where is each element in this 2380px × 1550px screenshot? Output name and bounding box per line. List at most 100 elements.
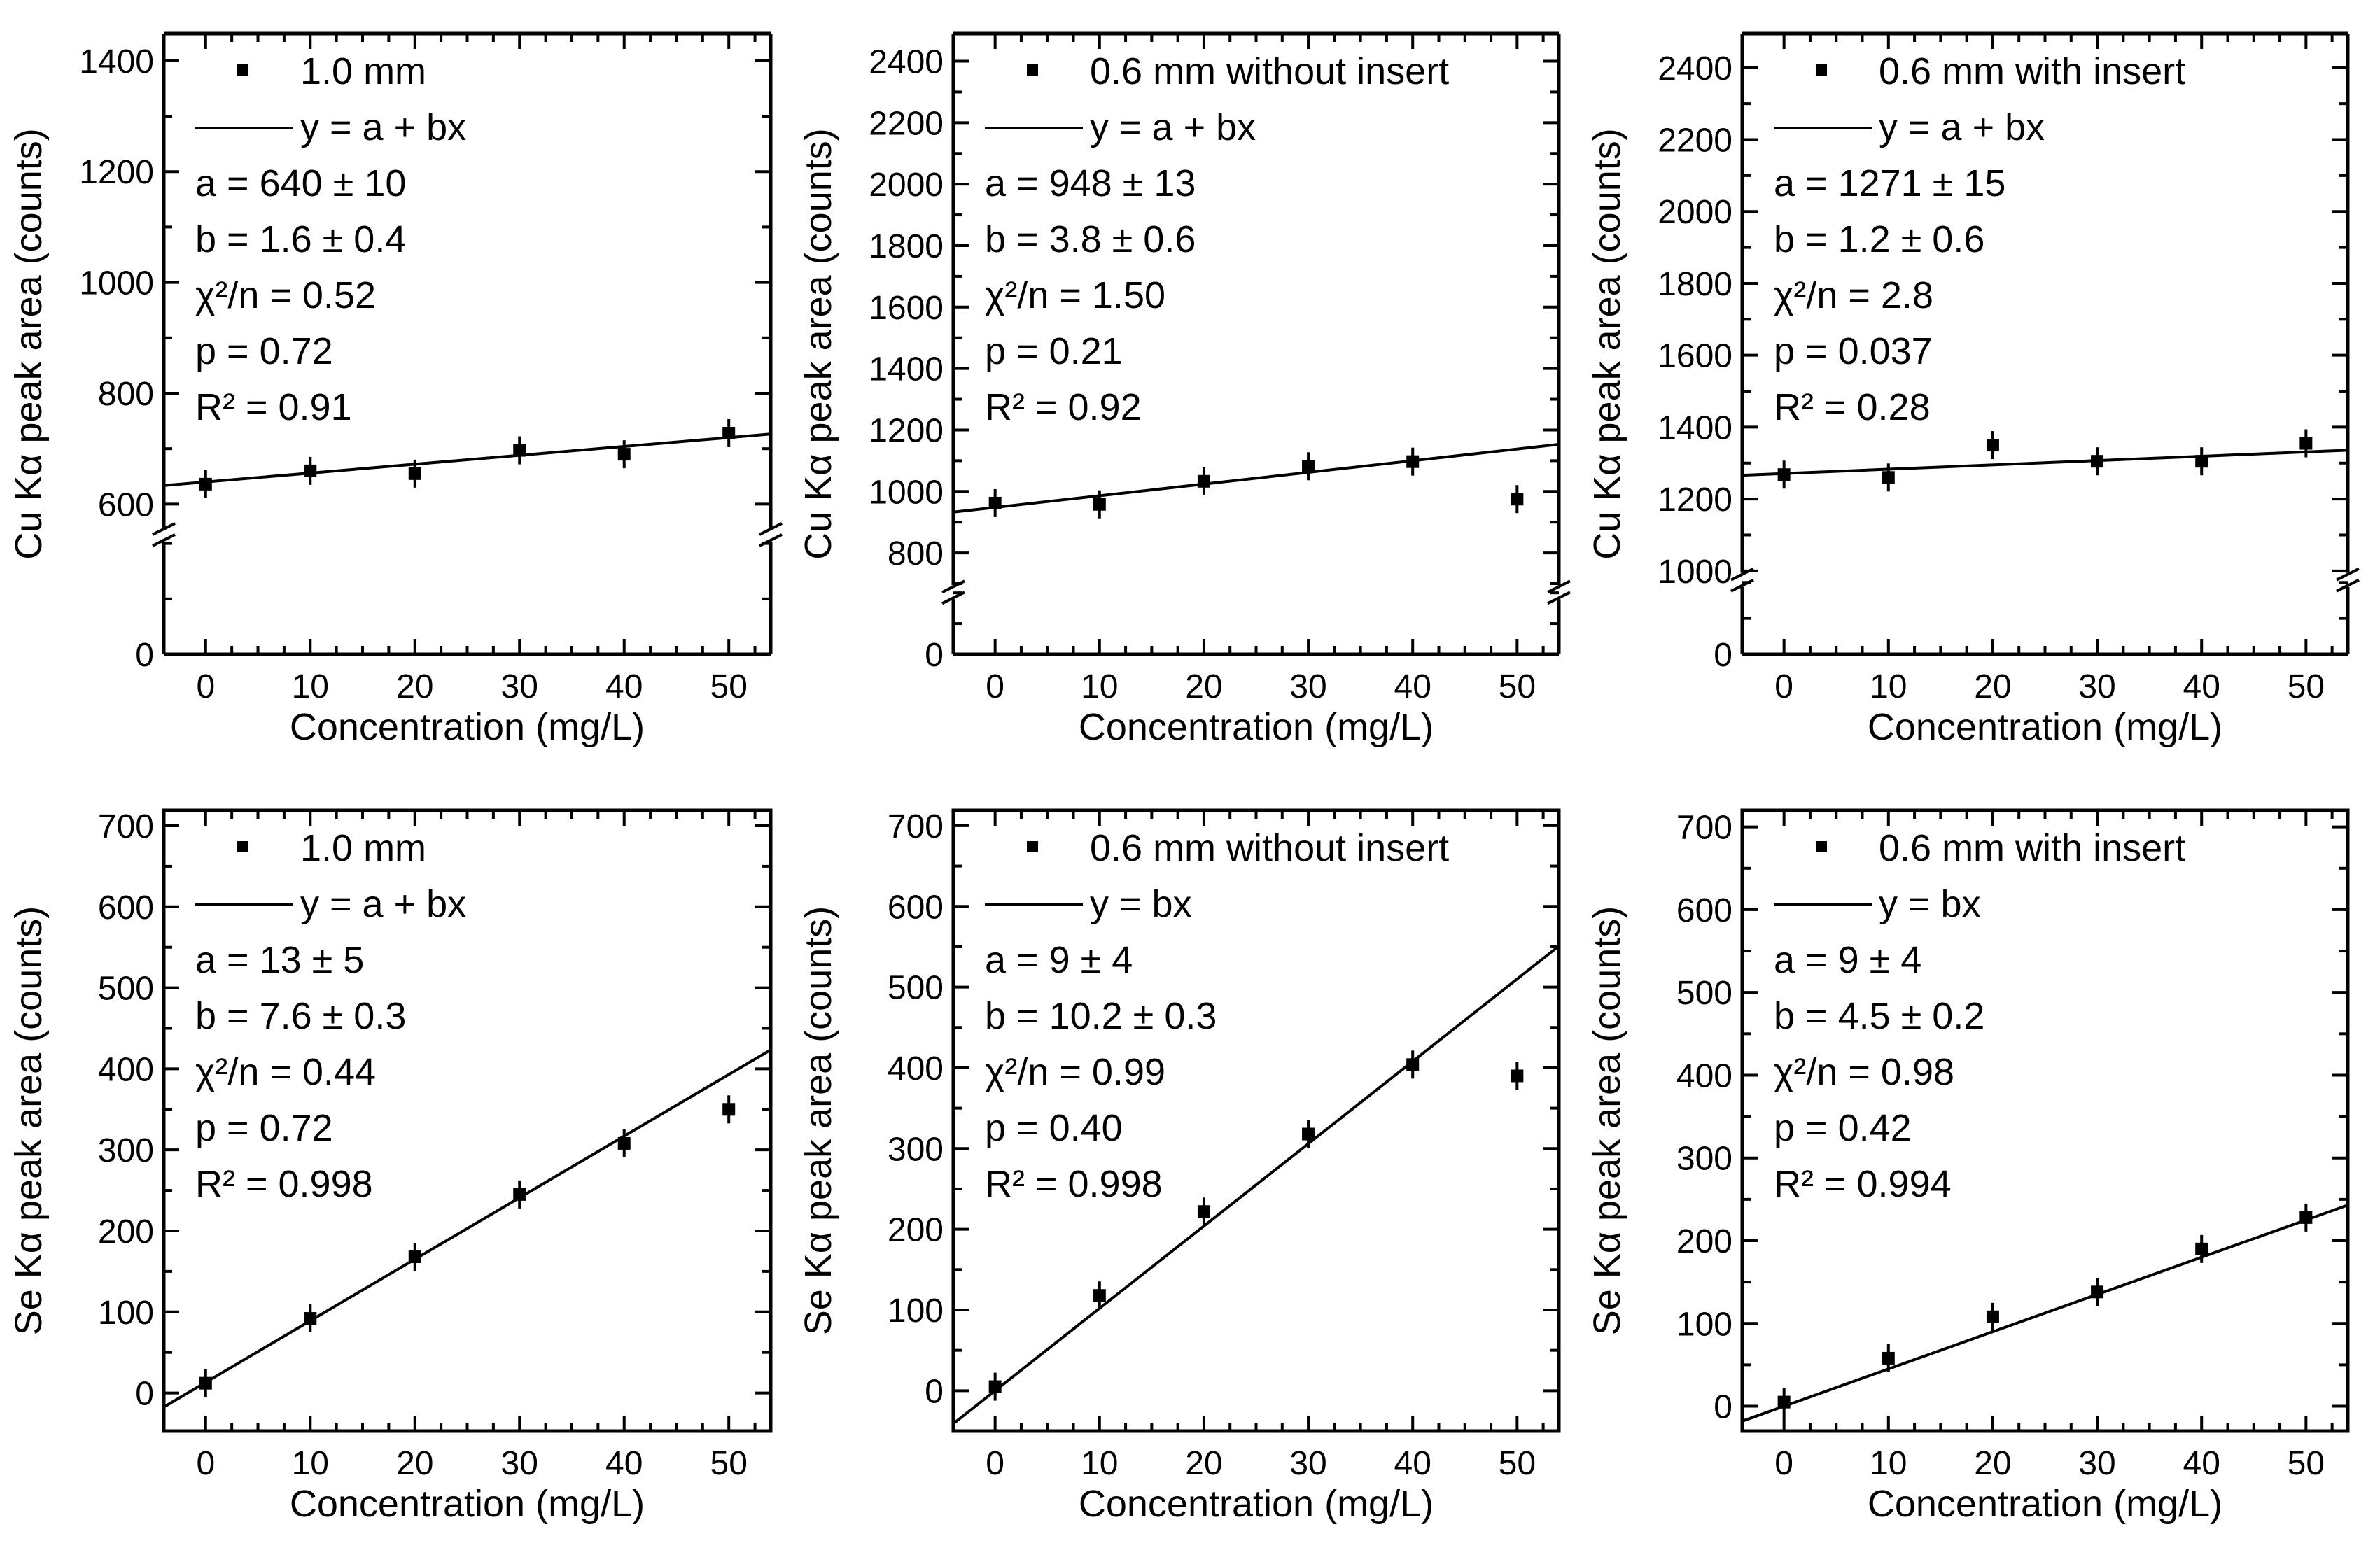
axis-break-mark [759, 522, 783, 536]
x-tick-label: 20 [1974, 1445, 2011, 1482]
y-tick-label: 2400 [1658, 50, 1732, 87]
x-tick-label: 0 [196, 668, 215, 705]
y-tick-label: 600 [888, 889, 944, 926]
y-tick-label: 100 [888, 1292, 944, 1330]
y-tick-label: 600 [1676, 892, 1732, 929]
x-axis-label: Concentration (mg/L) [1868, 706, 2222, 748]
y-tick-label: 300 [98, 1132, 154, 1169]
fit-line [953, 443, 1559, 514]
data-point [304, 464, 317, 477]
y-tick-label: 0 [1714, 1389, 1732, 1426]
data-point [1406, 1058, 1420, 1071]
y-tick-label: 800 [888, 535, 944, 572]
legend-entry: χ²/n = 0.44 [195, 1051, 376, 1093]
legend-entry: χ²/n = 0.52 [195, 274, 376, 316]
legend-entry: 1.0 mm [300, 50, 426, 92]
axis-break-mark [1547, 579, 1571, 594]
y-tick-label: 1800 [1658, 266, 1732, 303]
panel-5: 0 10 20 30 40 500100200300400500600700Concent… [797, 808, 1561, 1525]
y-tick-label: 700 [1676, 810, 1732, 847]
fit-line [953, 945, 1559, 1425]
y-tick-label: 0 [135, 637, 154, 674]
x-tick-label: 20 [1974, 668, 2011, 705]
panel-2: 0 10 20 30 40 50 0 800 1000 1200 1400 1600 1800 2000 2… [797, 31, 1571, 748]
x-tick-label: 50 [710, 668, 748, 705]
axis-break-mark [152, 522, 176, 536]
y-tick-label: 0 [925, 637, 944, 674]
data-point [1197, 1205, 1210, 1218]
y-tick-label: 1200 [869, 412, 944, 449]
legend-entry: a = 948 ± 13 [985, 162, 1196, 204]
x-tick-label: 30 [2078, 668, 2115, 705]
data-point [2091, 455, 2104, 468]
x-axis-label: Concentration (mg/L) [1079, 706, 1434, 748]
x-tick-label: 50 [2288, 1445, 2325, 1482]
axis-break-mark [2336, 567, 2360, 582]
y-tick-label: 200 [98, 1213, 154, 1250]
legend-entry: R² = 0.92 [985, 386, 1142, 428]
legend-entry: 0.6 mm without insert [1090, 50, 1449, 92]
data-point [1986, 439, 1999, 452]
fit-line [1742, 449, 2348, 477]
data-point [617, 1136, 631, 1150]
y-tick-label: 400 [1676, 1057, 1732, 1094]
x-tick-label: 30 [1289, 1445, 1326, 1482]
y-tick-label: 300 [888, 1131, 944, 1168]
legend-entry: 0.6 mm with insert [1879, 827, 2185, 869]
legend-entry: χ²/n = 0.99 [985, 1051, 1166, 1093]
y-tick-label: 300 [1676, 1141, 1732, 1178]
data-point [722, 427, 736, 440]
y-axis-label: Cu Kα peak area (counts) [1586, 128, 1628, 560]
y-tick-label: 1400 [1658, 409, 1732, 446]
data-point [199, 477, 212, 491]
y-tick-label: 1200 [79, 154, 154, 191]
x-tick-label: 30 [501, 1445, 538, 1482]
data-point [988, 496, 1002, 509]
legend-entry: χ²/n = 2.8 [1774, 274, 1933, 316]
legend-entry: 0.6 mm with insert [1879, 50, 2185, 92]
x-tick-label: 40 [606, 1445, 643, 1482]
data-point [722, 1103, 736, 1116]
y-tick-label: 800 [98, 376, 154, 413]
legend-marker [1027, 64, 1038, 76]
legend-entry: b = 10.2 ± 0.3 [985, 995, 1217, 1037]
data-point [304, 1312, 317, 1325]
y-tick-label: 1000 [1658, 554, 1732, 591]
y-tick-label: 700 [888, 808, 944, 845]
legend-entry: a = 640 ± 10 [195, 162, 406, 204]
x-tick-label: 10 [1870, 1445, 1907, 1482]
x-tick-label: 20 [396, 668, 433, 705]
x-tick-label: 40 [1394, 668, 1432, 705]
x-tick-label: 40 [2183, 1445, 2220, 1482]
data-point [2300, 437, 2313, 450]
legend-entry: a = 9 ± 4 [1774, 939, 1921, 981]
y-axis-label: Se Kα peak area (counts) [797, 906, 839, 1336]
legend-marker [237, 841, 248, 852]
data-point [1777, 468, 1791, 481]
legend-entry: b = 4.5 ± 0.2 [1774, 995, 1984, 1037]
legend-entry: y = a + bx [300, 883, 466, 925]
x-axis-label: Concentration (mg/L) [290, 706, 645, 748]
legend-entry: p = 0.72 [195, 1107, 333, 1149]
data-point [408, 1250, 421, 1264]
data-point [1511, 1069, 1524, 1083]
x-tick-label: 30 [501, 668, 538, 705]
x-tick-label: 10 [1081, 1445, 1118, 1482]
y-tick-label: 1800 [869, 228, 944, 265]
y-tick-label: 1400 [79, 43, 154, 80]
x-tick-label: 0 [986, 668, 1004, 705]
data-point [1882, 1351, 1895, 1365]
fit-line [164, 1048, 771, 1409]
y-tick-label: 400 [888, 1050, 944, 1087]
y-tick-label: 2200 [869, 105, 944, 142]
legend-entry: a = 1271 ± 15 [1774, 162, 2005, 204]
legend-entry: 0.6 mm without insert [1090, 827, 1449, 869]
data-point [1302, 1127, 1315, 1141]
legend-entry: p = 0.42 [1774, 1107, 1912, 1149]
data-point [988, 1380, 1002, 1393]
data-point [2195, 455, 2208, 468]
x-tick-label: 0 [986, 1445, 1004, 1482]
fit-line [1742, 1204, 2348, 1423]
y-axis-label: Cu Kα peak area (counts) [797, 128, 839, 560]
